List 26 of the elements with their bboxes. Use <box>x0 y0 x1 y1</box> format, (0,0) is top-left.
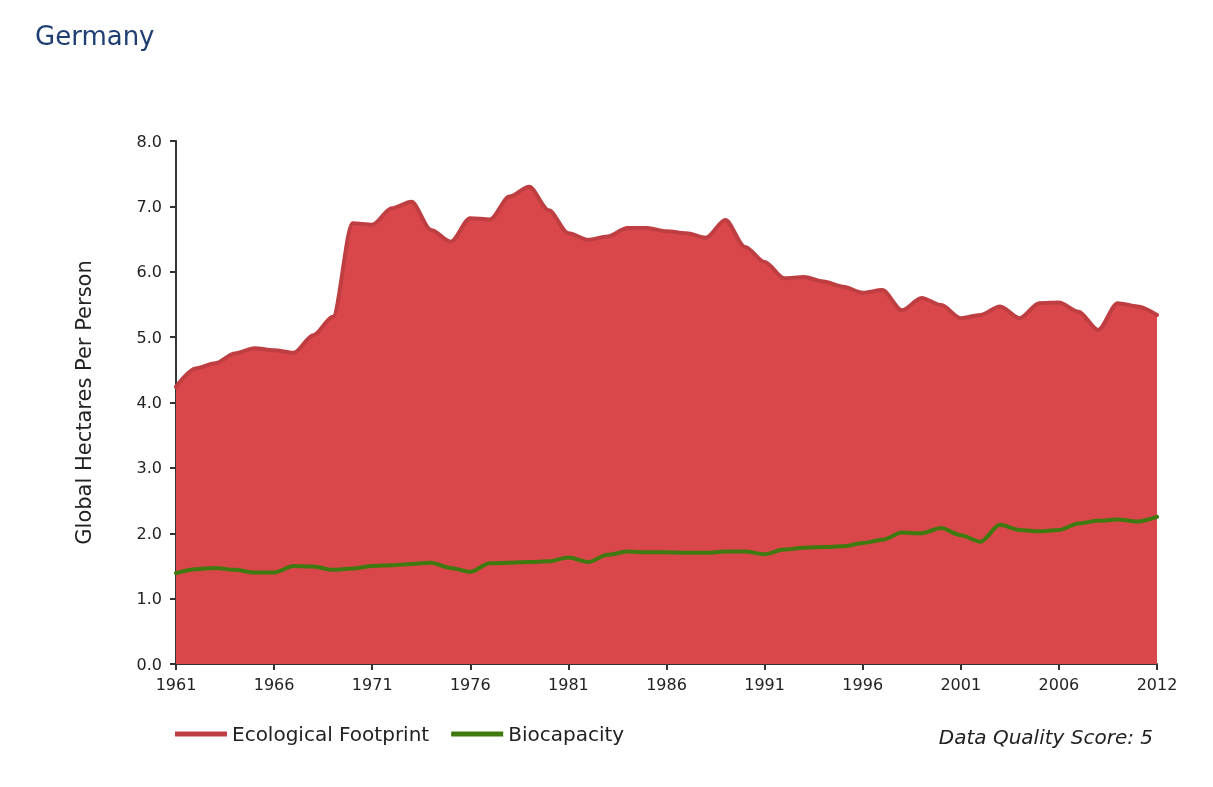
x-tick-label: 1971 <box>351 674 393 694</box>
legend-label: Ecological Footprint <box>232 722 430 746</box>
y-axis-title: Global Hectares Per Person <box>71 260 96 545</box>
chart-title: Germany <box>35 21 155 51</box>
x-tick-label: 2001 <box>940 674 982 694</box>
y-tick-label: 1.0 <box>136 589 162 609</box>
y-tick-label: 8.0 <box>136 131 162 151</box>
x-tick-label: 2006 <box>1038 674 1080 694</box>
x-tick-label: 1986 <box>646 674 687 694</box>
x-tick-label: 1991 <box>744 674 785 694</box>
text: Data Quality Score: 5 <box>938 725 1154 749</box>
x-tick-label: 1996 <box>842 674 884 694</box>
x-tick-label: 1976 <box>449 674 491 694</box>
y-tick-label: 7.0 <box>136 196 162 216</box>
y-tick-label: 4.0 <box>136 393 162 412</box>
y-tick-label: 2.0 <box>136 523 162 543</box>
x-tick-label: 1981 <box>548 674 589 694</box>
y-tick-label: 0.0 <box>136 654 162 674</box>
x-tick-label: 1966 <box>253 674 295 694</box>
y-tick-label: 6.0 <box>136 262 162 282</box>
y-tick-label: 3.0 <box>136 458 162 478</box>
x-tick-label: 1961 <box>155 674 197 694</box>
x-tick-label: 2012 <box>1136 674 1178 694</box>
y-tick-label: 5.0 <box>136 327 162 347</box>
legend-label: Biocapacity <box>508 722 625 746</box>
line-series <box>174 514 1159 576</box>
